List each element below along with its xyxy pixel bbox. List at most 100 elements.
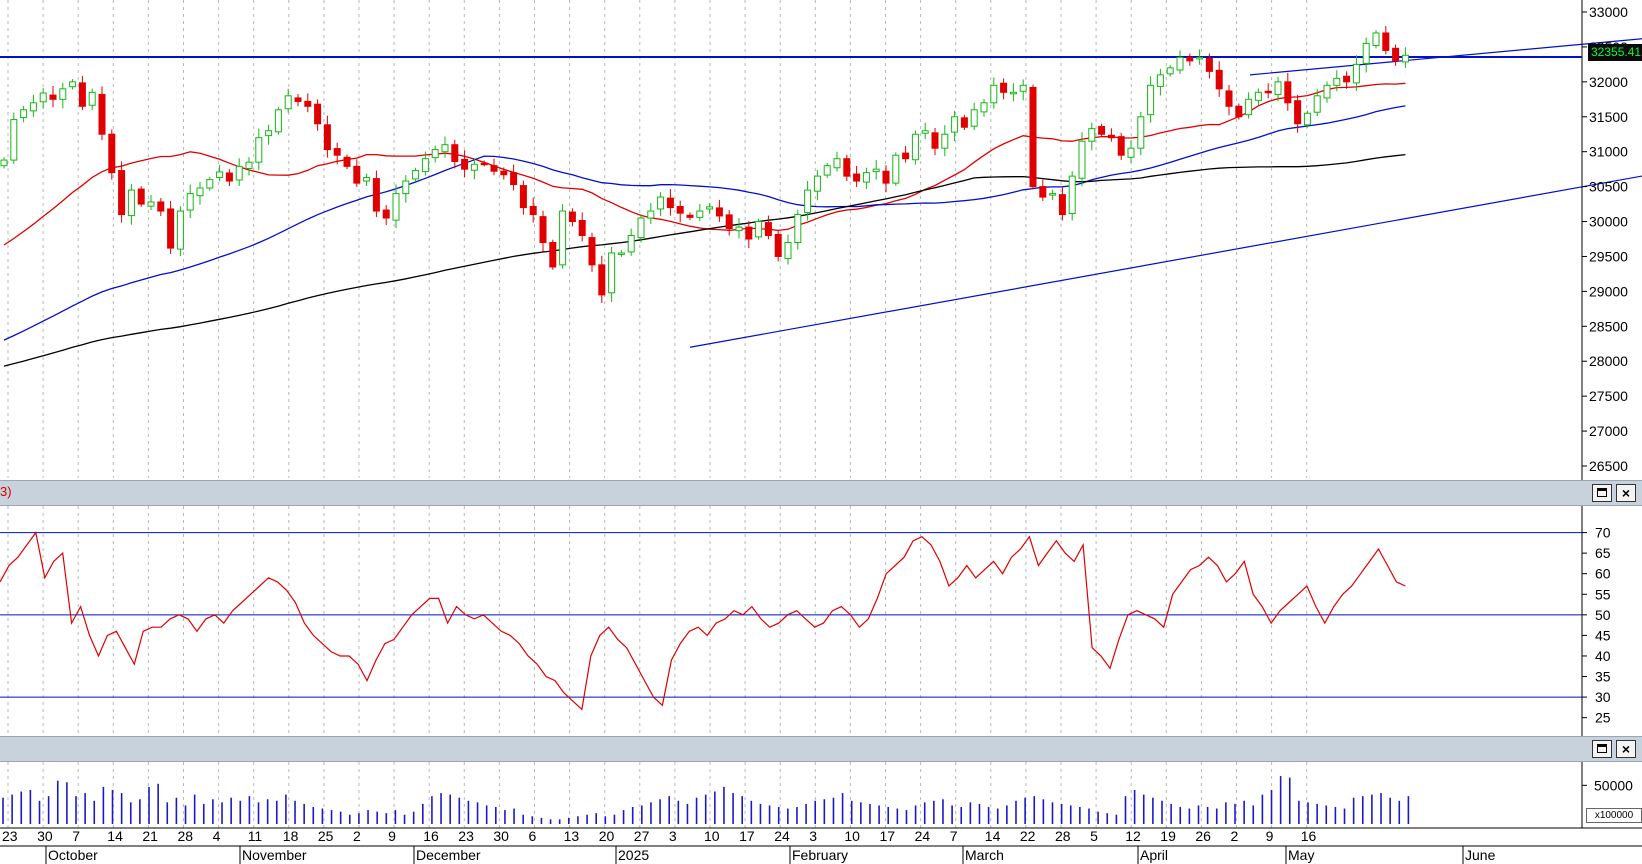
price-tick-label: 27000	[1589, 423, 1628, 439]
date-tick-label: 24	[774, 828, 790, 844]
candle-body	[274, 109, 282, 133]
candle-body	[529, 206, 537, 216]
candle-body	[461, 158, 469, 170]
rsi-tick-label: 35	[1595, 669, 1611, 685]
rsi-tick-label: 65	[1595, 545, 1611, 561]
candle-body	[1117, 136, 1125, 156]
volume-close-icon[interactable]: ×	[1616, 740, 1636, 758]
date-tick-label: 16	[1301, 828, 1317, 844]
rsi-tick-label: 60	[1595, 566, 1611, 582]
rsi-maximize-icon[interactable]	[1592, 484, 1612, 502]
candle-body	[402, 180, 410, 195]
candle-body	[412, 170, 420, 180]
candle-body	[69, 81, 77, 88]
candle-body	[1166, 67, 1174, 75]
rsi-close-icon[interactable]: ×	[1616, 484, 1636, 502]
candle-body	[1098, 126, 1106, 135]
candle-body	[1068, 175, 1076, 215]
price-tick-label: 27500	[1589, 388, 1628, 404]
price-tick-label: 30500	[1589, 179, 1628, 195]
price-tick-label: 30000	[1589, 214, 1628, 230]
rsi-tick-label: 50	[1595, 607, 1611, 623]
candle-body	[686, 214, 694, 218]
candle-body	[245, 161, 253, 169]
date-tick-label: 30	[37, 828, 53, 844]
candle-body	[784, 241, 792, 260]
candle-body	[970, 109, 978, 127]
date-tick-label: 14	[985, 828, 1001, 844]
candle-body	[872, 168, 880, 173]
candle-body	[1225, 90, 1233, 107]
candle-body	[49, 94, 57, 100]
candle-body	[617, 252, 625, 255]
candle-body	[1019, 84, 1027, 92]
candle-body	[510, 172, 518, 186]
rsi-chart[interactable]: 25 30 35 40 45 50 55 60 65 70	[0, 506, 1642, 736]
volume-unit-label: x100000	[1586, 808, 1642, 823]
candle-body	[774, 233, 782, 257]
candle-body	[78, 82, 86, 107]
rsi-panel-header: 3) ×	[0, 480, 1642, 506]
date-tick-label: 4	[213, 828, 221, 844]
candle-body	[666, 197, 674, 209]
candle-body	[706, 206, 714, 210]
price-tick-label: 33000	[1589, 4, 1628, 20]
candle-body	[216, 171, 224, 179]
candle-body	[745, 226, 753, 240]
month-label: October	[48, 847, 98, 863]
candle-body	[588, 237, 596, 266]
date-tick-label: 17	[880, 828, 896, 844]
candle-body	[206, 179, 214, 189]
candle-body	[1254, 91, 1262, 101]
volume-tick-label: 50000	[1594, 777, 1633, 793]
candle-body	[304, 100, 312, 107]
candle-body	[147, 201, 155, 207]
candle-body	[764, 222, 772, 237]
date-tick-label: 18	[283, 828, 299, 844]
date-tick-label: 30	[493, 828, 509, 844]
candle-body	[1392, 47, 1400, 62]
price-tick-label: 29000	[1589, 283, 1628, 299]
date-tick-label: 2	[353, 828, 361, 844]
candle-body	[20, 109, 28, 118]
candle-body	[990, 84, 998, 104]
candle-body	[176, 210, 184, 250]
candle-body	[637, 217, 645, 239]
date-tick-label: 13	[564, 828, 580, 844]
date-tick-label: 27	[634, 828, 650, 844]
date-tick-label: 9	[388, 828, 396, 844]
candle-body	[470, 163, 478, 171]
candle-body	[715, 207, 723, 217]
moving-average-line	[3, 105, 1406, 341]
candle-body	[931, 132, 939, 149]
date-tick-label: 19	[1160, 828, 1176, 844]
date-tick-label: 25	[318, 828, 334, 844]
candle-body	[10, 119, 18, 161]
candle-body	[98, 93, 106, 135]
volume-maximize-icon[interactable]	[1592, 740, 1612, 758]
candle-body	[294, 97, 302, 102]
month-label: November	[242, 847, 307, 863]
candle-body	[1205, 57, 1213, 72]
candle-body	[980, 102, 988, 113]
candle-body	[39, 92, 47, 103]
candle-body	[911, 133, 919, 161]
candle-body	[892, 154, 900, 184]
candle-body	[363, 177, 371, 182]
candle-body	[353, 165, 361, 184]
date-tick-label: 10	[844, 828, 860, 844]
candle-body	[1382, 32, 1390, 51]
candle-body	[0, 159, 8, 167]
candle-body	[568, 211, 576, 223]
candle-body	[1127, 147, 1135, 158]
candle-body	[608, 252, 616, 294]
date-tick-label: 10	[704, 828, 720, 844]
price-chart[interactable]: 26500 27000 27500 28000 28500 29000 29500 30000…	[0, 0, 1642, 480]
candle-body	[559, 210, 567, 266]
volume-chart[interactable]: 50000 23 30 7 14 21 28 4 11 18 25 2 9 16 23 30 6 13 20 27 3…	[0, 762, 1642, 864]
candle-body	[1186, 56, 1194, 62]
candle-body	[265, 130, 273, 137]
date-tick-label: 9	[1266, 828, 1274, 844]
candle-body	[862, 172, 870, 183]
candle-body	[725, 214, 733, 230]
